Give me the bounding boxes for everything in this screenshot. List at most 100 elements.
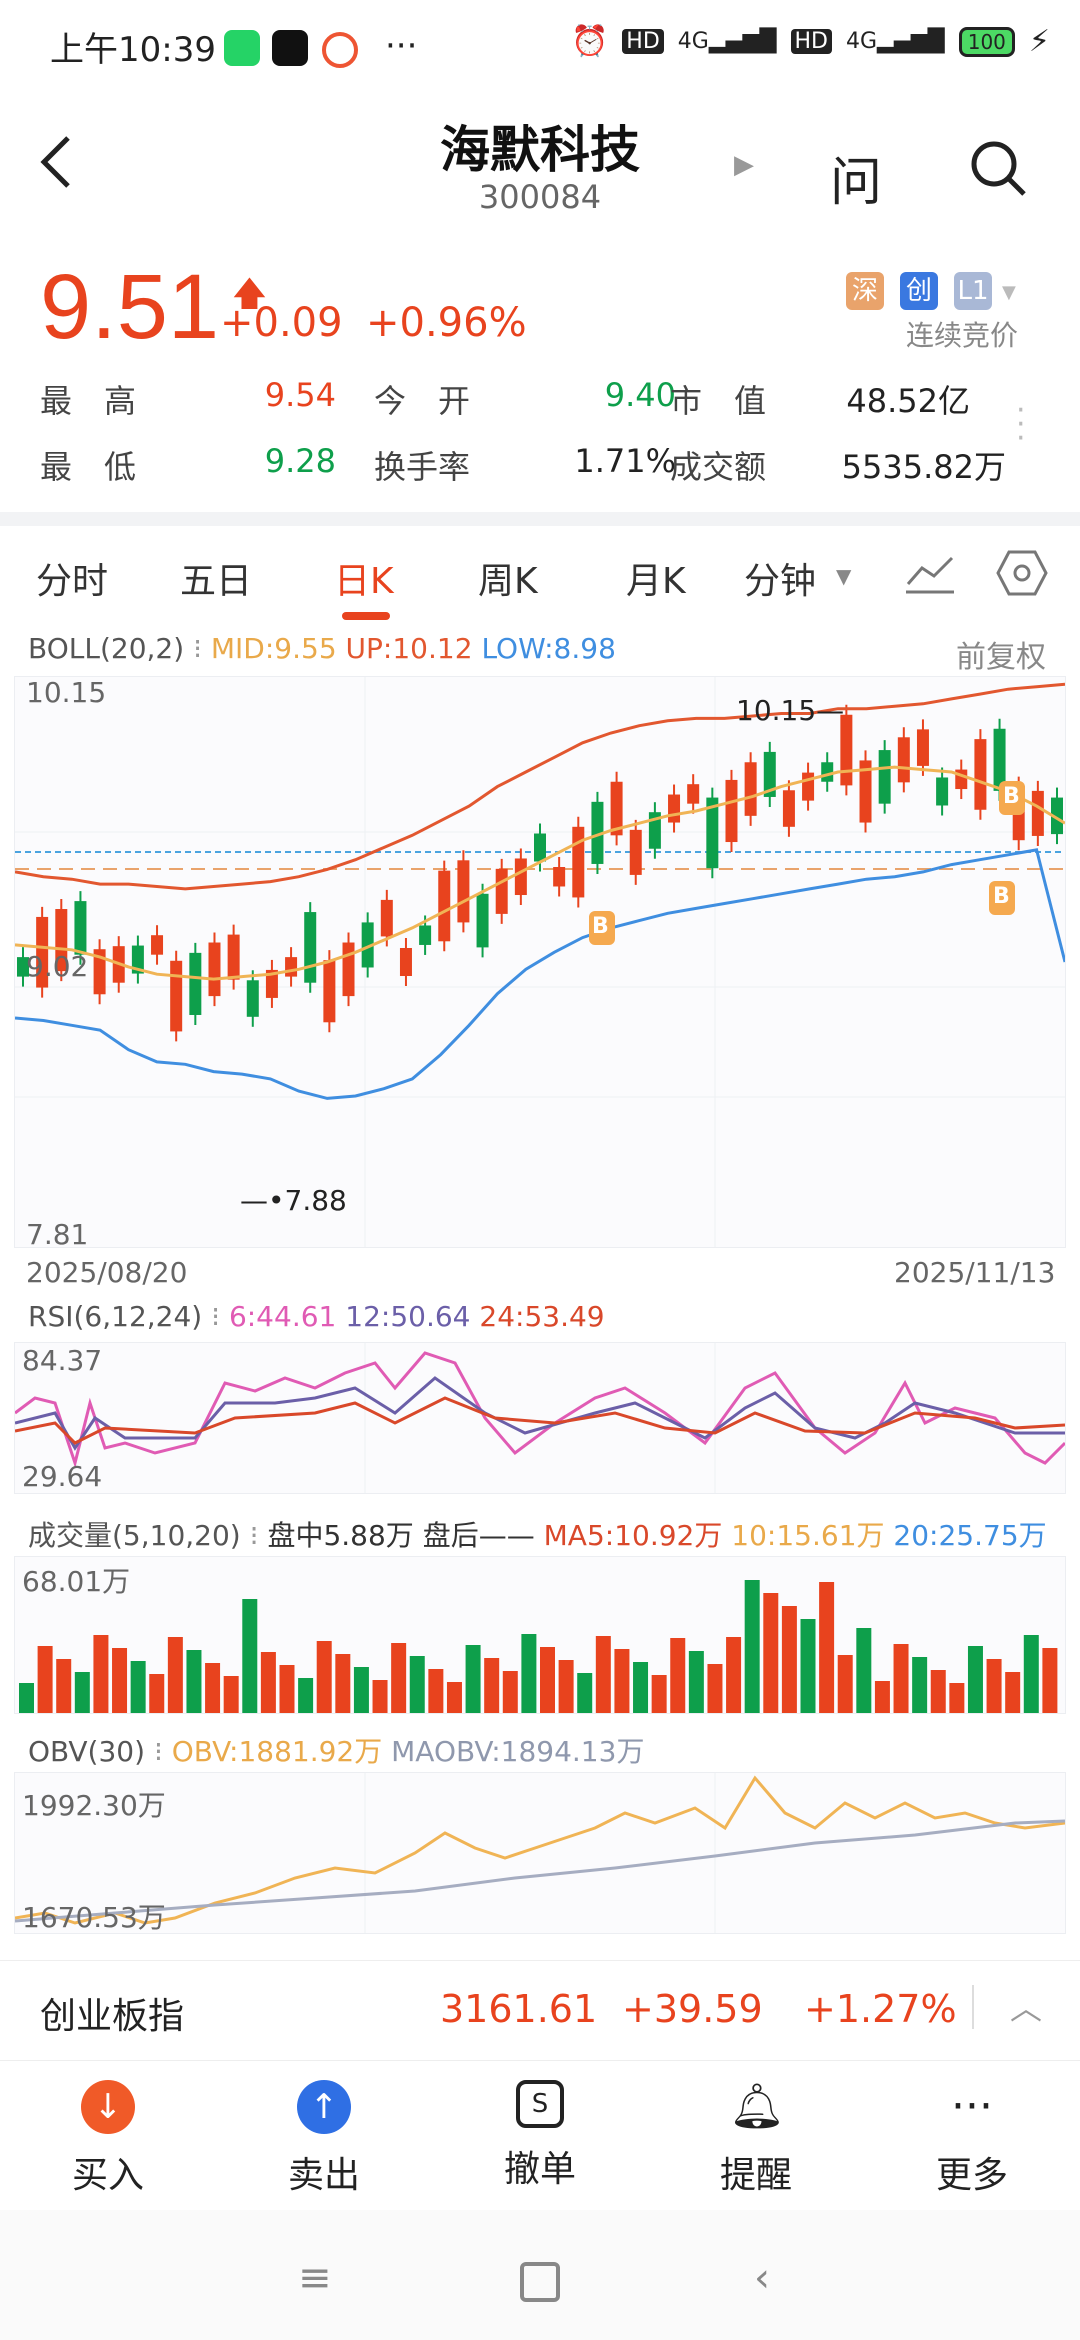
- candle: [1031, 790, 1044, 836]
- nav-back-icon[interactable]: ‹: [754, 2255, 770, 2301]
- chevron-down-icon[interactable]: ▼: [1002, 282, 1016, 303]
- candle: [725, 779, 738, 843]
- candle: [610, 781, 623, 836]
- obv-min-label: 1670.53万: [22, 1901, 166, 1934]
- candle: [227, 934, 240, 980]
- volume-bar: [74, 1672, 90, 1713]
- candle: [974, 739, 987, 810]
- cancel-order-button[interactable]: S 撤单: [470, 2080, 610, 2192]
- volume-bar: [633, 1662, 649, 1713]
- alert-button[interactable]: 🔔︎ 提醒: [686, 2080, 826, 2198]
- adjust-toggle[interactable]: 前复权: [956, 640, 1046, 675]
- music-icon: [322, 32, 358, 68]
- candle: [323, 960, 336, 1023]
- vol-name: 成交量(5,10,20): [28, 1519, 241, 1552]
- candle: [438, 870, 451, 942]
- volume-bar: [186, 1650, 202, 1713]
- candle: [36, 916, 49, 988]
- candle: [534, 833, 546, 862]
- candle: [821, 762, 834, 782]
- draw-line-icon[interactable]: [904, 550, 956, 596]
- candle: [246, 980, 259, 1017]
- candle: [399, 947, 412, 977]
- tab-minute[interactable]: 分钟: [744, 561, 817, 602]
- index-name: 创业板指: [40, 1996, 185, 2037]
- obv-line: [15, 1775, 1065, 1925]
- kline-chart[interactable]: [14, 676, 1066, 1248]
- index-bar[interactable]: 创业板指 3161.61 +39.59 +1.27% ︿: [0, 1960, 1080, 2057]
- volume-bar: [372, 1680, 388, 1713]
- volume-bar: [409, 1656, 425, 1713]
- obv-chart[interactable]: [14, 1772, 1066, 1934]
- battery-icon: 100: [958, 26, 1015, 57]
- ask-icon[interactable]: 问: [830, 153, 883, 213]
- volume-bar: [856, 1628, 872, 1713]
- tab-weekly-k[interactable]: 周K: [478, 561, 538, 602]
- charging-icon: ⚡: [1028, 24, 1050, 59]
- system-nav-bar: [0, 2210, 1080, 2340]
- arrow-down-icon: ↓: [81, 2080, 135, 2134]
- more-vertical-icon[interactable]: · · ·: [1016, 393, 1026, 456]
- trading-mode: 连续竞价: [906, 319, 1019, 352]
- volume-bar: [1005, 1672, 1021, 1713]
- chevron-up-icon[interactable]: ︿: [1010, 1989, 1043, 2027]
- volume-bar: [205, 1663, 221, 1713]
- sell-button[interactable]: ↑ 卖出: [254, 2080, 394, 2198]
- volume-bar: [912, 1657, 928, 1713]
- rsi-chart[interactable]: [14, 1342, 1066, 1494]
- more-notifications-icon: ···: [385, 26, 418, 66]
- menu-icon[interactable]: ≡: [298, 2255, 332, 2301]
- cancel-order-label: 撤单: [503, 2149, 576, 2190]
- volume-bar: [260, 1652, 276, 1713]
- search-icon[interactable]: [968, 138, 1028, 198]
- candle: [687, 784, 700, 804]
- tab-minute-chevron-icon[interactable]: ▼: [836, 564, 852, 588]
- candle: [189, 952, 202, 1015]
- low-marker-value: 7.88: [284, 1184, 347, 1217]
- volume-chart[interactable]: [14, 1556, 1066, 1714]
- legend-sep-icon: ⁝: [249, 1519, 259, 1552]
- volume-bar: [614, 1649, 630, 1713]
- buy-button[interactable]: ↓ 买入: [38, 2080, 178, 2198]
- volume-bar: [112, 1648, 128, 1713]
- index-change: +39.59: [622, 1987, 763, 2031]
- settings-hex-icon[interactable]: [996, 548, 1048, 598]
- volume-bar: [167, 1637, 183, 1713]
- volume-bar: [577, 1673, 593, 1713]
- back-icon[interactable]: [36, 132, 76, 192]
- buy-marker[interactable]: [999, 781, 1025, 815]
- maobv-value: MAOBV:1894.13万: [391, 1735, 645, 1768]
- buy-marker[interactable]: [589, 911, 615, 945]
- buy-marker-label: B: [993, 884, 1010, 909]
- status-time: 上午10:39: [50, 30, 216, 70]
- boll-low: LOW:8.98: [481, 632, 616, 665]
- candle: [897, 737, 910, 783]
- candle: [878, 750, 891, 804]
- tab-intraday[interactable]: 分时: [36, 561, 109, 602]
- y-min-label: 7.81: [26, 1218, 89, 1251]
- hd-badge: HD: [622, 29, 664, 54]
- chevron-right-icon[interactable]: ▶: [734, 150, 754, 180]
- high-marker: 10.15—: [736, 694, 845, 727]
- volume-bar: [149, 1674, 165, 1713]
- volume-bar: [279, 1665, 295, 1713]
- tab-monthly-k[interactable]: 月K: [626, 561, 686, 602]
- candle: [495, 868, 508, 914]
- home-icon[interactable]: [520, 2262, 560, 2302]
- tab-five-day[interactable]: 五日: [180, 561, 253, 602]
- more-icon: ···: [951, 2081, 993, 2132]
- volume-bar: [874, 1681, 890, 1713]
- vol-ma5: MA5:10.92万: [543, 1519, 723, 1552]
- more-button[interactable]: ··· 更多: [902, 2080, 1042, 2198]
- alert-label: 提醒: [719, 2155, 792, 2196]
- volume-bar: [353, 1667, 369, 1713]
- volume-bar: [967, 1646, 983, 1713]
- buy-marker[interactable]: [989, 881, 1015, 915]
- tab-daily-k[interactable]: 日K: [334, 561, 394, 602]
- rsi-min-label: 29.64: [22, 1460, 103, 1493]
- candle: [476, 893, 489, 948]
- volume-bar: [465, 1645, 481, 1713]
- level-tag[interactable]: L1: [954, 272, 992, 310]
- candle: [859, 760, 872, 823]
- volume-bar: [595, 1636, 611, 1713]
